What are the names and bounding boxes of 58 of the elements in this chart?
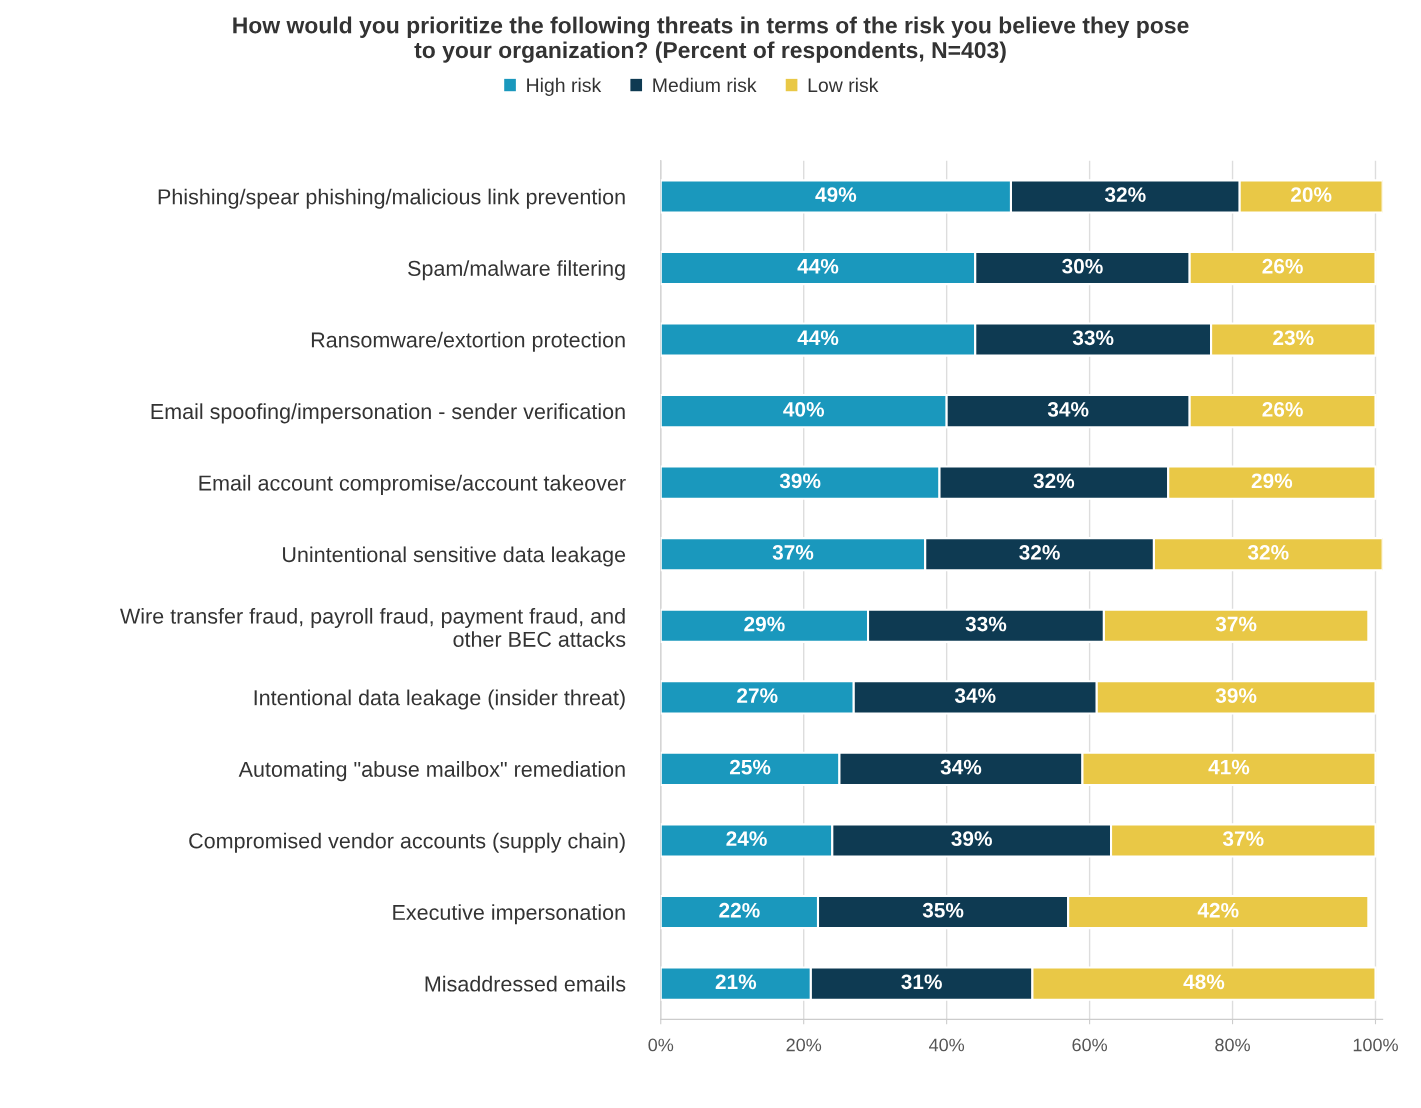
data-label: 29% [744,616,785,632]
data-label: 25% [729,759,771,775]
x-tick-label: 20% [786,1038,822,1052]
y-tick-label: Intentional data leakage (insider threat) [254,689,625,710]
data-label: 24% [726,831,767,847]
data-label: 34% [940,759,982,775]
data-label: 26% [1262,401,1303,417]
data-label: 33% [965,616,1007,632]
x-tick-label: 100% [1353,1038,1398,1052]
y-tick-label: Ransomware/extortion protection [311,331,625,352]
data-label: 37% [772,545,814,560]
data-label: 35% [922,902,964,918]
x-tick-label: 0% [648,1038,674,1052]
data-label: 37% [1215,616,1257,632]
data-label: 23% [1273,330,1314,346]
data-label: 32% [1033,473,1075,489]
y-tick-label: Email spoofing/impersonation - sender verification [151,403,625,424]
y-tick-label: Email account compromise/account takeover [199,474,626,495]
legend-label: Low risk [808,77,879,93]
data-label: 22% [719,902,760,918]
data-label: 34% [954,688,996,703]
data-label: 49% [815,187,857,203]
data-label: 44% [797,258,839,274]
y-tick-label: Spam/malware filtering [408,260,625,281]
data-label: 32% [1104,187,1146,203]
x-tick-label: 40% [929,1038,965,1052]
y-tick-label: Executive impersonation [393,904,625,925]
data-label: 41% [1208,759,1250,775]
data-label: 31% [901,974,942,990]
data-label: 39% [1215,688,1257,703]
data-label: 42% [1197,902,1239,918]
data-label: 39% [951,831,992,847]
data-label: 40% [783,401,825,417]
data-label: 29% [1251,473,1293,489]
data-label: 39% [779,473,821,489]
y-tick-label: Automating "abuse mailbox" remediation [238,761,625,782]
data-label: 21% [715,974,757,990]
data-label: 37% [1222,831,1264,847]
data-label: 30% [1062,258,1103,274]
data-label: 32% [1247,545,1289,560]
data-label: 32% [1019,545,1060,560]
data-label: 33% [1072,330,1114,346]
y-tick-label: Wire transfer fraud, payroll fraud, payment fraud, and other BEC attacks [120,607,626,647]
data-label: 44% [797,330,839,346]
chart-title: How would you prioritize the following threats in terms of the risk you believe they pose to your organization? (Percent of respondents, N=403) [233,16,1189,63]
legend-label: High risk [527,77,602,96]
x-tick-label: 80% [1215,1038,1250,1052]
y-tick-label: Compromised vendor accounts (supply chain) [189,832,625,853]
data-label: 34% [1047,401,1089,417]
x-tick-label: 60% [1072,1038,1108,1052]
data-label: 20% [1291,187,1332,203]
y-tick-label: Phishing/spear phishing/malicious link prevention [158,188,625,209]
legend-label: Medium risk [653,77,757,93]
y-tick-label: Unintentional sensitive data leakage [283,546,626,567]
data-label: 27% [737,688,778,703]
data-label: 48% [1183,974,1225,990]
data-label: 26% [1262,258,1303,274]
y-tick-label: Misaddressed emails [425,975,626,992]
